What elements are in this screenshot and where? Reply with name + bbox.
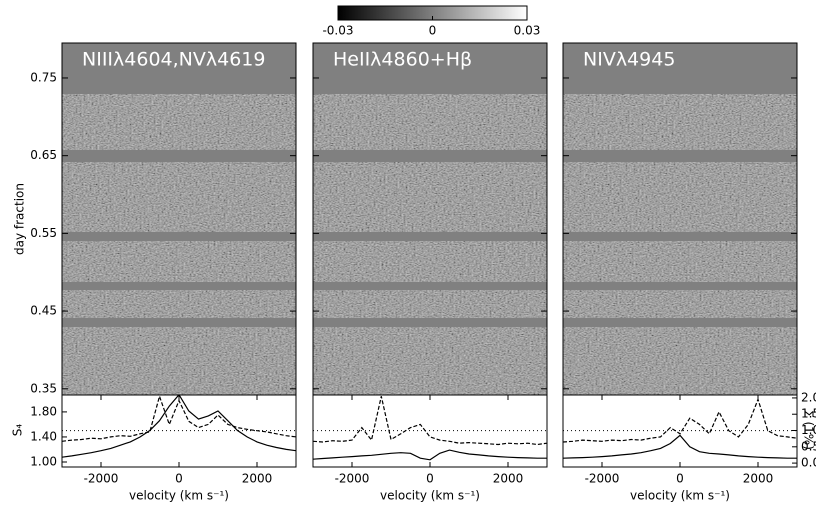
x-tick-label: 2000: [743, 472, 774, 486]
data-gap: [313, 88, 547, 94]
x-tick-label: -2000: [84, 472, 119, 486]
data-gap: [62, 318, 296, 327]
spectrum-noise: [563, 88, 797, 395]
data-gap: [563, 88, 797, 94]
data-gap: [62, 150, 296, 162]
data-gap: [62, 282, 296, 290]
data-gap: [62, 88, 296, 94]
panel-title: NIVλ4945: [583, 49, 675, 71]
y-tick-label: 1.40: [30, 429, 57, 443]
data-gap: [313, 318, 547, 327]
x-axis-label: velocity (km s⁻¹): [129, 489, 229, 503]
y-tick-label: 1.80: [30, 404, 57, 418]
series-line: [313, 396, 547, 446]
panel-title: HeIIλ4860+Hβ: [333, 49, 472, 71]
x-axis-label: velocity (km s⁻¹): [630, 489, 730, 503]
y-tick-label: 0.45: [30, 304, 57, 318]
x-axis-label: velocity (km s⁻¹): [380, 489, 480, 503]
data-gap: [313, 282, 547, 290]
series-line: [313, 449, 547, 461]
x-tick-label: 0: [426, 472, 434, 486]
series-line: [62, 395, 296, 442]
y-tick-label: 0.55: [30, 226, 57, 240]
x-tick-label: -2000: [335, 472, 370, 486]
y-axis-label: S₄: [11, 424, 25, 437]
colorbar-tick-label: 0: [429, 24, 437, 38]
y2-tick-label: 2.0: [801, 390, 816, 404]
y-tick-label: 0.65: [30, 148, 57, 162]
y-axis-label: day fraction: [13, 183, 27, 255]
series-line: [563, 434, 797, 459]
x-tick-label: 0: [676, 472, 684, 486]
x-tick-label: 0: [175, 472, 183, 486]
x-tick-label: -2000: [585, 472, 620, 486]
y2-tick-label: 1.5: [801, 407, 816, 421]
series-line: [563, 397, 797, 443]
y-tick-label: 0.75: [30, 70, 57, 84]
data-gap: [313, 150, 547, 162]
y2-tick-label: 1.0: [801, 423, 816, 437]
x-tick-label: 2000: [242, 472, 273, 486]
data-gap: [563, 282, 797, 290]
panel-title: NIIIλ4604,NVλ4619: [82, 49, 265, 71]
spectrum-noise: [313, 88, 547, 395]
data-gap: [563, 318, 797, 327]
series-line: [62, 395, 296, 458]
x-tick-label: 2000: [493, 472, 524, 486]
data-gap: [563, 232, 797, 241]
y2-tick-label: 0.5: [801, 439, 816, 453]
colorbar-tick-label: 0.03: [514, 24, 541, 38]
spectrum-noise: [62, 88, 296, 395]
y2-axis-label: Σ (1%): [802, 410, 816, 450]
colorbar-tick-label: -0.03: [322, 24, 353, 38]
data-gap: [313, 232, 547, 241]
y-tick-label: 0.35: [30, 381, 57, 395]
data-gap: [62, 232, 296, 241]
y2-tick-label: 0.0: [801, 456, 816, 470]
y-tick-label: 1.00: [30, 454, 57, 468]
data-gap: [563, 150, 797, 162]
